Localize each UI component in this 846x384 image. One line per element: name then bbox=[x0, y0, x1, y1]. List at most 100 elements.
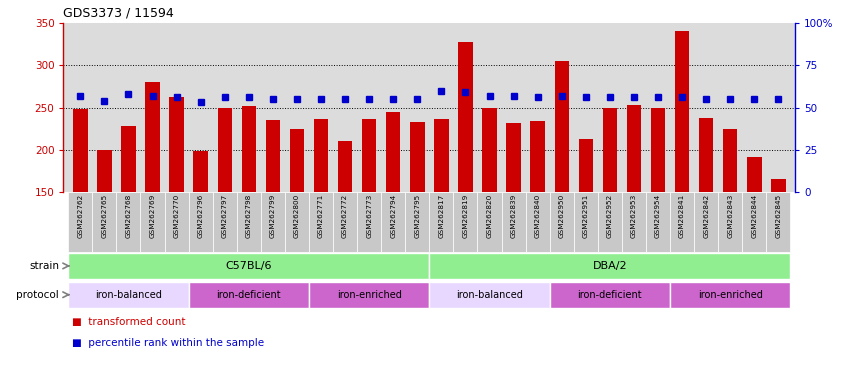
Text: GSM262843: GSM262843 bbox=[728, 194, 733, 238]
Text: GSM262844: GSM262844 bbox=[751, 194, 757, 238]
Bar bbox=[477, 192, 502, 252]
Bar bbox=[69, 192, 92, 252]
Text: GSM262799: GSM262799 bbox=[270, 194, 276, 238]
Bar bbox=[212, 192, 237, 252]
Text: GSM262951: GSM262951 bbox=[583, 194, 589, 238]
Bar bbox=[309, 192, 333, 252]
Text: GSM262950: GSM262950 bbox=[558, 194, 565, 238]
Text: GSM262768: GSM262768 bbox=[125, 194, 131, 238]
Bar bbox=[261, 192, 285, 252]
Bar bbox=[410, 122, 425, 192]
Bar bbox=[622, 192, 646, 252]
Bar bbox=[598, 192, 622, 252]
Text: GSM262819: GSM262819 bbox=[463, 194, 469, 238]
Bar bbox=[73, 109, 87, 192]
Bar bbox=[97, 150, 112, 192]
Text: GSM262817: GSM262817 bbox=[438, 194, 444, 238]
Bar bbox=[502, 192, 525, 252]
Bar bbox=[165, 192, 189, 252]
Bar bbox=[429, 192, 453, 252]
Bar bbox=[429, 253, 790, 279]
Text: GSM262954: GSM262954 bbox=[655, 194, 661, 238]
Bar bbox=[459, 41, 473, 192]
Text: GSM262770: GSM262770 bbox=[173, 194, 179, 238]
Bar bbox=[333, 192, 357, 252]
Text: GSM262794: GSM262794 bbox=[390, 194, 396, 238]
Bar bbox=[579, 139, 593, 192]
Text: GSM262772: GSM262772 bbox=[342, 194, 348, 238]
Text: GDS3373 / 11594: GDS3373 / 11594 bbox=[63, 6, 174, 19]
Text: GSM262771: GSM262771 bbox=[318, 194, 324, 238]
Text: GSM262952: GSM262952 bbox=[607, 194, 613, 238]
Bar bbox=[646, 192, 670, 252]
Text: GSM262765: GSM262765 bbox=[102, 194, 107, 238]
Bar bbox=[189, 282, 309, 308]
Text: GSM262841: GSM262841 bbox=[679, 194, 685, 238]
Text: GSM262769: GSM262769 bbox=[150, 194, 156, 238]
Bar bbox=[69, 282, 189, 308]
Text: DBA/2: DBA/2 bbox=[592, 261, 627, 271]
Bar bbox=[217, 108, 232, 192]
Bar bbox=[434, 119, 448, 192]
Text: iron-deficient: iron-deficient bbox=[578, 290, 642, 300]
Bar bbox=[627, 105, 641, 192]
Bar bbox=[482, 108, 497, 192]
Bar bbox=[550, 192, 574, 252]
Text: strain: strain bbox=[30, 261, 59, 271]
Bar bbox=[289, 129, 305, 192]
Bar bbox=[382, 192, 405, 252]
Text: GSM262795: GSM262795 bbox=[415, 194, 420, 238]
Bar bbox=[747, 157, 761, 192]
Bar bbox=[530, 121, 545, 192]
Text: iron-balanced: iron-balanced bbox=[456, 290, 523, 300]
Bar bbox=[194, 151, 208, 192]
Bar bbox=[189, 192, 212, 252]
Bar bbox=[453, 192, 477, 252]
Text: GSM262798: GSM262798 bbox=[246, 194, 252, 238]
Bar bbox=[338, 141, 352, 192]
Text: ■  transformed count: ■ transformed count bbox=[72, 317, 185, 327]
Bar bbox=[140, 192, 165, 252]
Bar bbox=[237, 192, 261, 252]
Bar bbox=[742, 192, 766, 252]
Bar bbox=[718, 192, 742, 252]
Text: iron-enriched: iron-enriched bbox=[698, 290, 763, 300]
Bar bbox=[574, 192, 598, 252]
Bar bbox=[405, 192, 429, 252]
Bar bbox=[242, 106, 256, 192]
Bar bbox=[525, 192, 550, 252]
Text: iron-deficient: iron-deficient bbox=[217, 290, 281, 300]
Bar bbox=[723, 129, 738, 192]
Text: GSM262840: GSM262840 bbox=[535, 194, 541, 238]
Text: ■  percentile rank within the sample: ■ percentile rank within the sample bbox=[72, 338, 264, 348]
Bar bbox=[651, 108, 665, 192]
Text: GSM262796: GSM262796 bbox=[198, 194, 204, 238]
Bar bbox=[117, 192, 140, 252]
Bar bbox=[362, 119, 376, 192]
Text: GSM262762: GSM262762 bbox=[77, 194, 83, 238]
Bar bbox=[92, 192, 117, 252]
Bar bbox=[554, 61, 569, 192]
Bar bbox=[266, 120, 280, 192]
Bar bbox=[285, 192, 309, 252]
Bar bbox=[146, 82, 160, 192]
Bar bbox=[429, 282, 550, 308]
Bar bbox=[357, 192, 382, 252]
Bar bbox=[386, 112, 400, 192]
Bar bbox=[169, 96, 184, 192]
Text: GSM262842: GSM262842 bbox=[703, 194, 709, 238]
Text: protocol: protocol bbox=[16, 290, 59, 300]
Bar bbox=[670, 282, 790, 308]
Bar bbox=[675, 31, 689, 192]
Bar bbox=[550, 282, 670, 308]
Bar bbox=[121, 126, 135, 192]
Bar bbox=[766, 192, 790, 252]
Bar bbox=[670, 192, 694, 252]
Bar bbox=[772, 179, 786, 192]
Bar bbox=[699, 118, 713, 192]
Text: GSM262797: GSM262797 bbox=[222, 194, 228, 238]
Bar bbox=[602, 108, 617, 192]
Text: GSM262953: GSM262953 bbox=[631, 194, 637, 238]
Bar bbox=[69, 253, 429, 279]
Text: GSM262845: GSM262845 bbox=[776, 194, 782, 238]
